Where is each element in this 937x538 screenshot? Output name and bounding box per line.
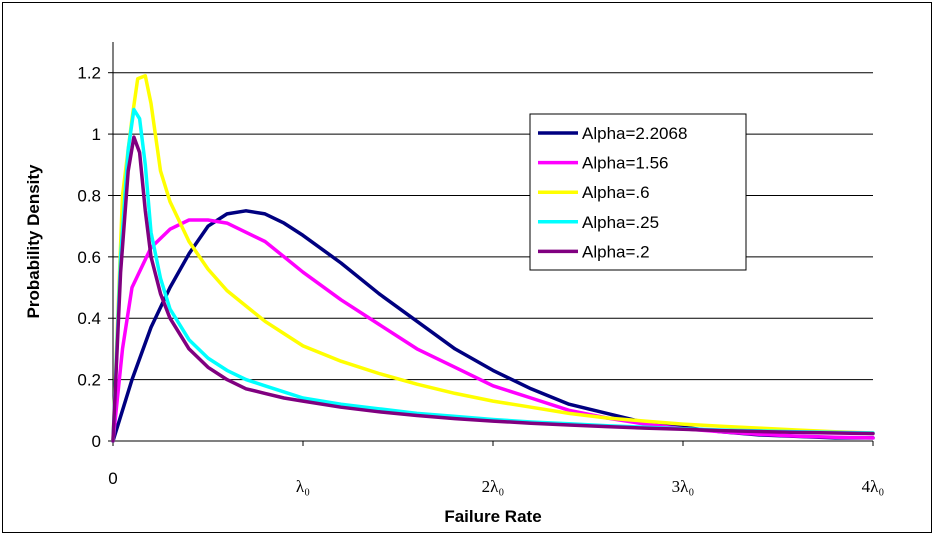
series-line	[111, 135, 875, 443]
series-lines	[111, 74, 875, 443]
gridlines	[113, 72, 873, 381]
tick-labels: 0 0.2 0.4 0.6 0.8 1 1.2 0 λ₀ 2λ₀ 3λ₀ 4λ₀	[77, 64, 884, 496]
series-line	[111, 107, 875, 443]
legend-label: Alpha=.25	[582, 213, 659, 232]
y-tick-label: 0	[92, 432, 101, 451]
y-tick-label: 1	[92, 125, 101, 144]
x-tick-label: 0	[108, 469, 117, 488]
x-axis-title: Failure Rate	[444, 507, 541, 526]
series-line	[111, 74, 875, 443]
series-line	[111, 218, 875, 443]
series-line	[111, 209, 875, 443]
legend-label: Alpha=.2	[582, 242, 650, 261]
legend-label: Alpha=.6	[582, 183, 650, 202]
y-axis-title: Probability Density	[24, 164, 43, 319]
x-tick-label: λ₀	[296, 477, 310, 496]
y-tick-label: 0.2	[77, 371, 101, 390]
y-tick-label: 0.6	[77, 248, 101, 267]
x-tick-label: 3λ₀	[672, 477, 695, 496]
y-tick-label: 1.2	[77, 64, 101, 83]
legend: Alpha=2.2068 Alpha=1.56 Alpha=.6 Alpha=.25 A…	[529, 113, 747, 271]
axes	[108, 42, 874, 446]
x-tick-label: 4λ₀	[862, 477, 885, 496]
x-tick-label: 2λ₀	[482, 477, 505, 496]
legend-label: Alpha=2.2068	[582, 124, 687, 143]
y-tick-label: 0.4	[77, 309, 101, 328]
y-tick-label: 0.8	[77, 186, 101, 205]
legend-label: Alpha=1.56	[582, 154, 669, 173]
